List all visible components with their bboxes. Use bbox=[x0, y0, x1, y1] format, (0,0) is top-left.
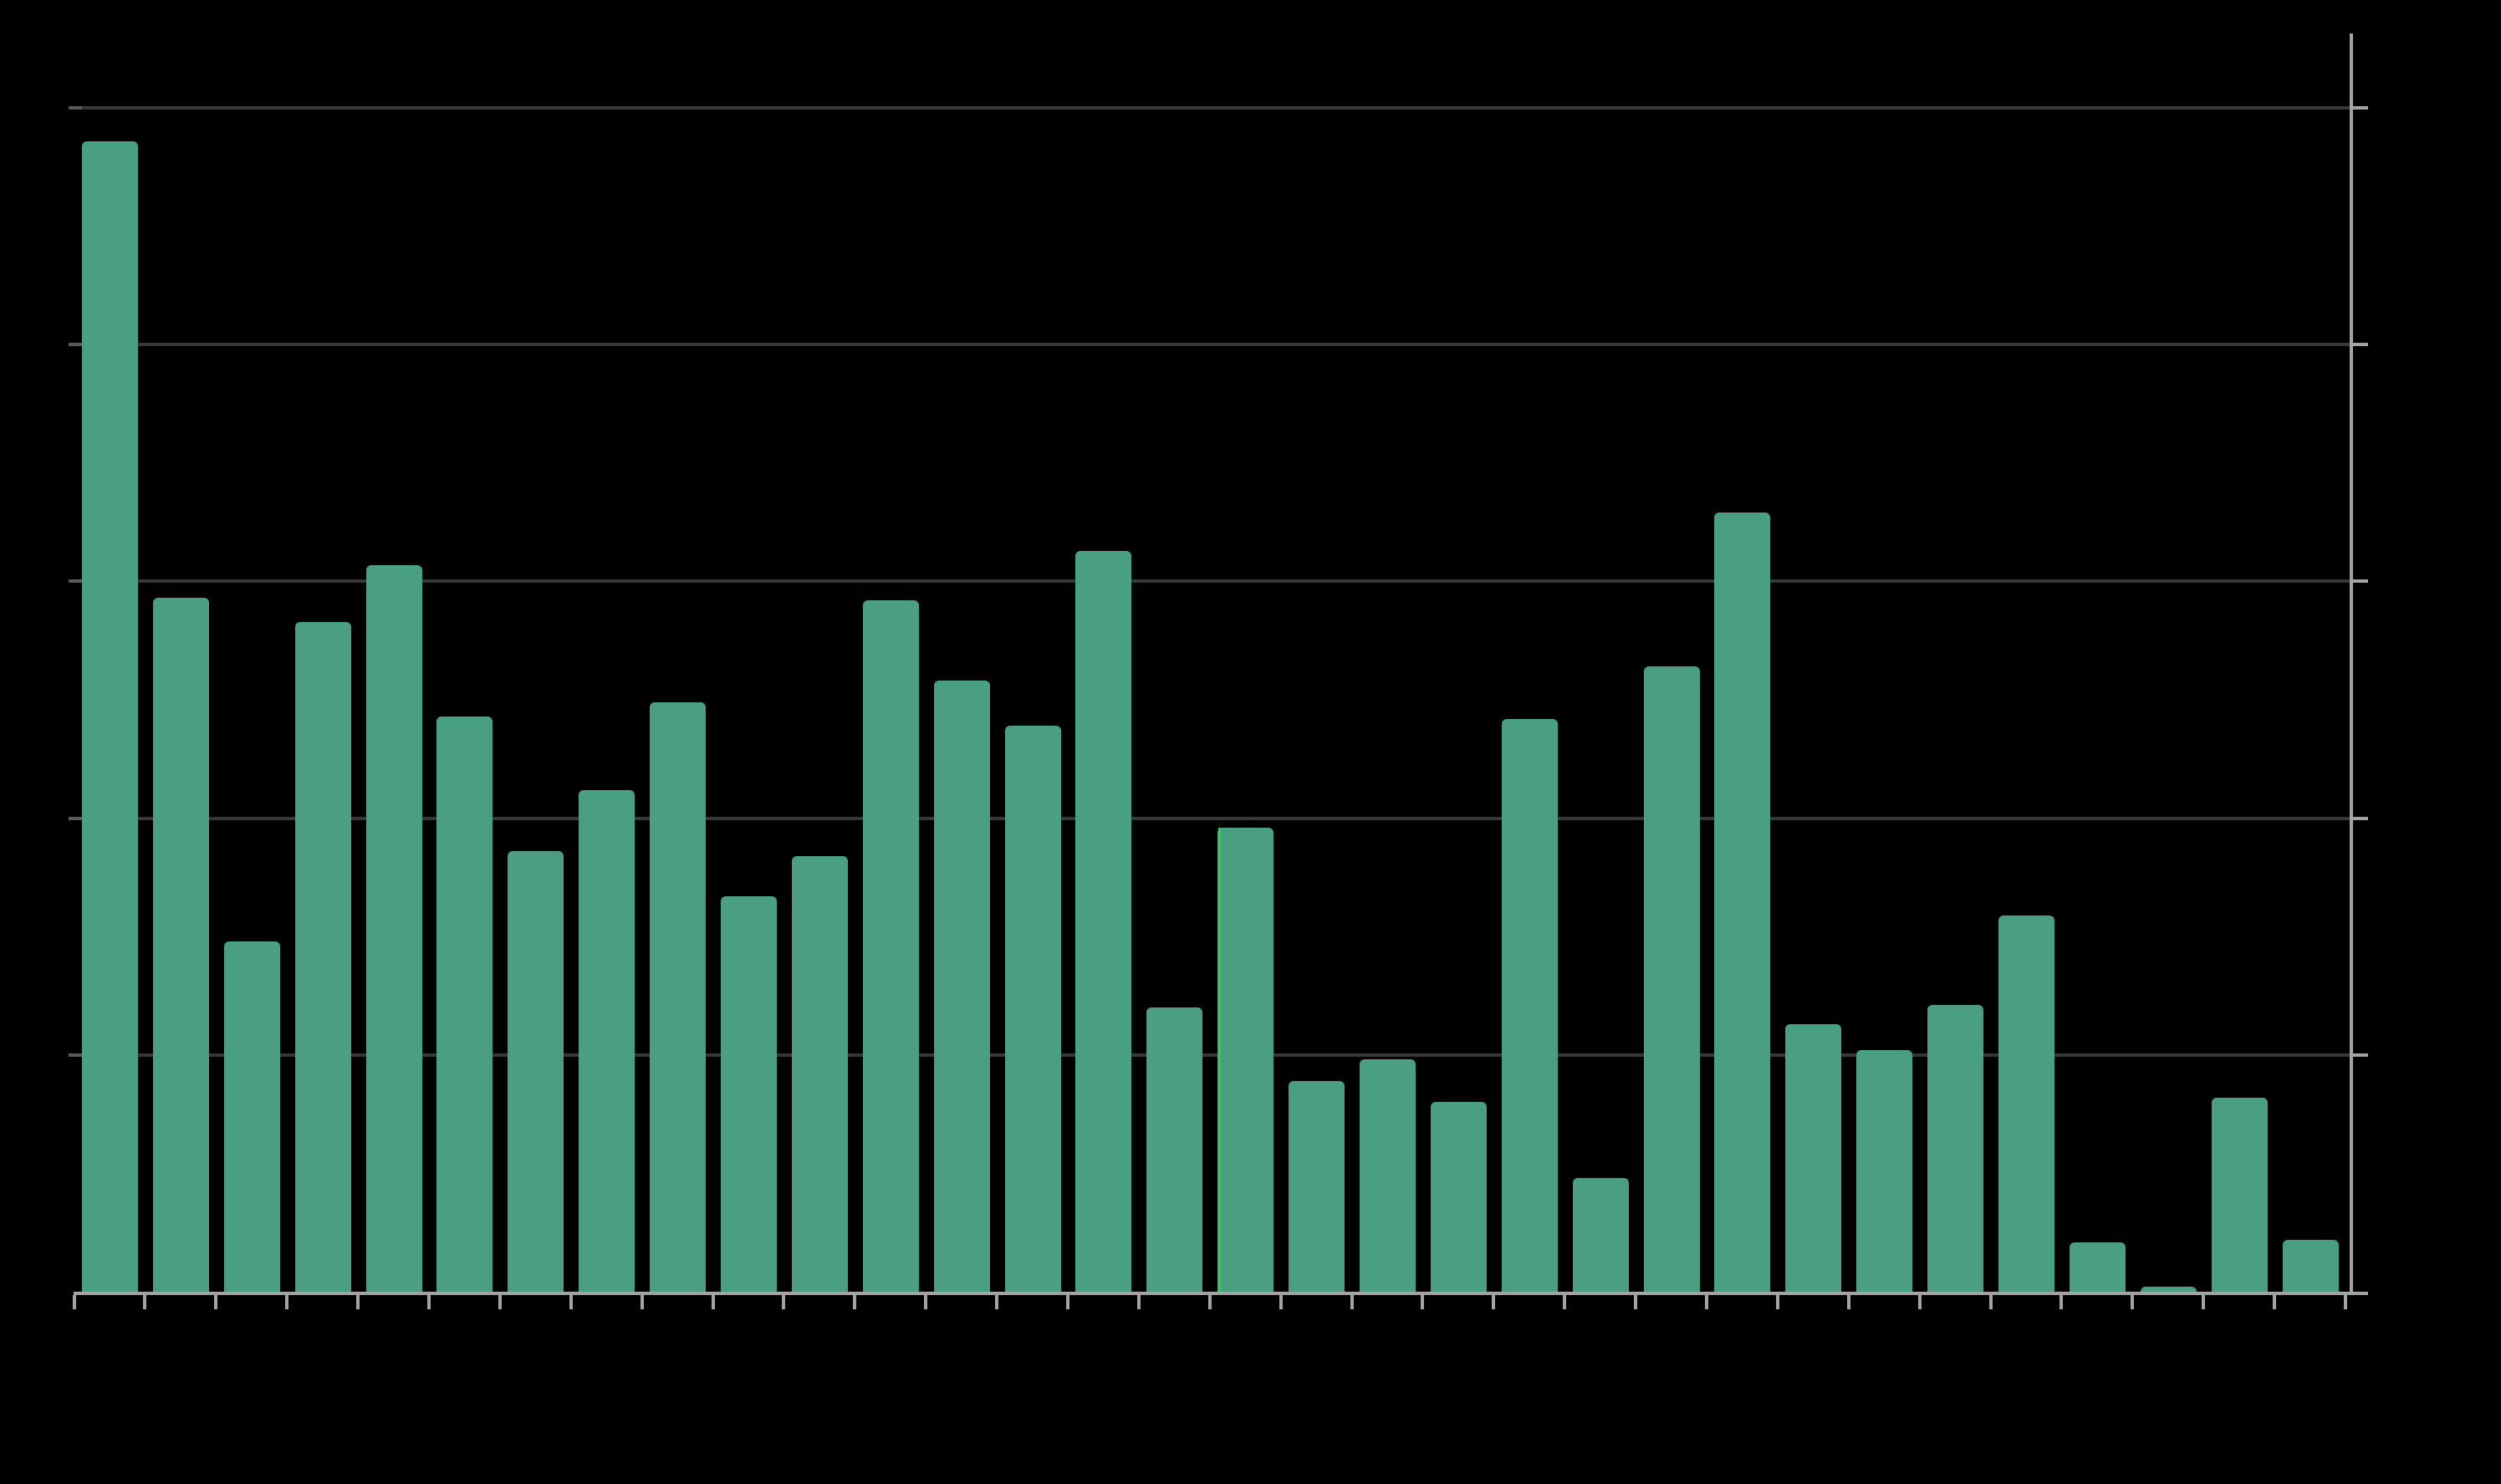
x-tick bbox=[72, 1295, 76, 1309]
y-gridline bbox=[82, 579, 2350, 584]
x-tick bbox=[1917, 1295, 1922, 1309]
bar bbox=[1856, 1050, 1913, 1292]
bar bbox=[579, 789, 635, 1292]
bar bbox=[1927, 1005, 1984, 1292]
bar bbox=[1714, 513, 1771, 1292]
bar bbox=[1572, 1178, 1629, 1292]
right-y-axis-spine bbox=[2350, 33, 2353, 1295]
bar bbox=[152, 598, 209, 1292]
bar bbox=[1217, 827, 1274, 1292]
bar bbox=[223, 941, 280, 1292]
x-tick bbox=[2273, 1295, 2277, 1309]
accent-green-edge-line bbox=[1218, 827, 1222, 1292]
x-tick bbox=[853, 1295, 857, 1309]
x-tick bbox=[1492, 1295, 1496, 1309]
bar bbox=[1289, 1080, 1345, 1292]
x-tick bbox=[143, 1295, 147, 1309]
y-tick-left bbox=[69, 579, 82, 584]
x-tick bbox=[1350, 1295, 1354, 1309]
x-tick bbox=[1704, 1295, 1708, 1309]
y-tick-left bbox=[69, 1053, 82, 1057]
y-gridline bbox=[82, 343, 2350, 347]
x-tick bbox=[569, 1295, 573, 1309]
y-tick-left bbox=[69, 343, 82, 347]
x-axis-line bbox=[73, 1292, 2353, 1295]
x-tick bbox=[2343, 1295, 2347, 1309]
x-tick bbox=[1775, 1295, 1779, 1309]
y-tick-left bbox=[69, 816, 82, 820]
y-tick-right bbox=[2353, 816, 2368, 820]
bar bbox=[862, 600, 919, 1292]
bar bbox=[1146, 1007, 1203, 1292]
x-tick bbox=[1421, 1295, 1425, 1309]
bar bbox=[721, 896, 777, 1292]
bar bbox=[1998, 915, 2055, 1292]
bar bbox=[2069, 1242, 2126, 1292]
bar bbox=[1643, 666, 1700, 1292]
y-tick-right bbox=[2353, 106, 2368, 110]
y-tick-right bbox=[2353, 343, 2368, 347]
bar bbox=[2140, 1287, 2197, 1292]
x-tick bbox=[924, 1295, 928, 1309]
bar bbox=[82, 140, 138, 1292]
x-tick bbox=[2131, 1295, 2135, 1309]
y-gridline bbox=[82, 106, 2350, 110]
y-tick-left bbox=[69, 106, 82, 110]
y-gridline bbox=[82, 816, 2350, 820]
bar bbox=[791, 855, 848, 1292]
bar bbox=[1430, 1102, 1487, 1292]
y-tick-right bbox=[2353, 1053, 2368, 1057]
x-tick bbox=[1207, 1295, 1212, 1309]
bar bbox=[2282, 1239, 2339, 1292]
bar bbox=[1501, 718, 1558, 1292]
x-tick bbox=[285, 1295, 289, 1309]
x-tick bbox=[782, 1295, 786, 1309]
bar bbox=[1075, 550, 1132, 1292]
bar bbox=[933, 681, 990, 1292]
y-tick-right bbox=[2353, 579, 2368, 584]
x-tick bbox=[2059, 1295, 2064, 1309]
x-tick bbox=[711, 1295, 715, 1309]
x-tick bbox=[1065, 1295, 1069, 1309]
x-tick bbox=[995, 1295, 999, 1309]
x-tick bbox=[1846, 1295, 1850, 1309]
x-tick bbox=[356, 1295, 360, 1309]
x-tick bbox=[1279, 1295, 1283, 1309]
bar bbox=[1785, 1023, 1842, 1292]
bar bbox=[1004, 726, 1061, 1292]
x-tick bbox=[1136, 1295, 1141, 1309]
x-tick bbox=[214, 1295, 218, 1309]
x-tick bbox=[640, 1295, 644, 1309]
x-tick bbox=[1634, 1295, 1638, 1309]
bar bbox=[294, 621, 351, 1292]
x-tick bbox=[2202, 1295, 2206, 1309]
y-gridline bbox=[82, 1053, 2350, 1057]
bar bbox=[1360, 1059, 1416, 1292]
bar bbox=[2211, 1097, 2268, 1292]
bar bbox=[436, 716, 493, 1292]
bar bbox=[365, 564, 422, 1292]
x-tick bbox=[426, 1295, 431, 1309]
x-tick bbox=[498, 1295, 502, 1309]
x-tick bbox=[1563, 1295, 1567, 1309]
bar bbox=[650, 701, 707, 1292]
bar bbox=[508, 851, 564, 1292]
y-tick-right bbox=[2353, 1292, 2368, 1295]
x-tick bbox=[1988, 1295, 1993, 1309]
